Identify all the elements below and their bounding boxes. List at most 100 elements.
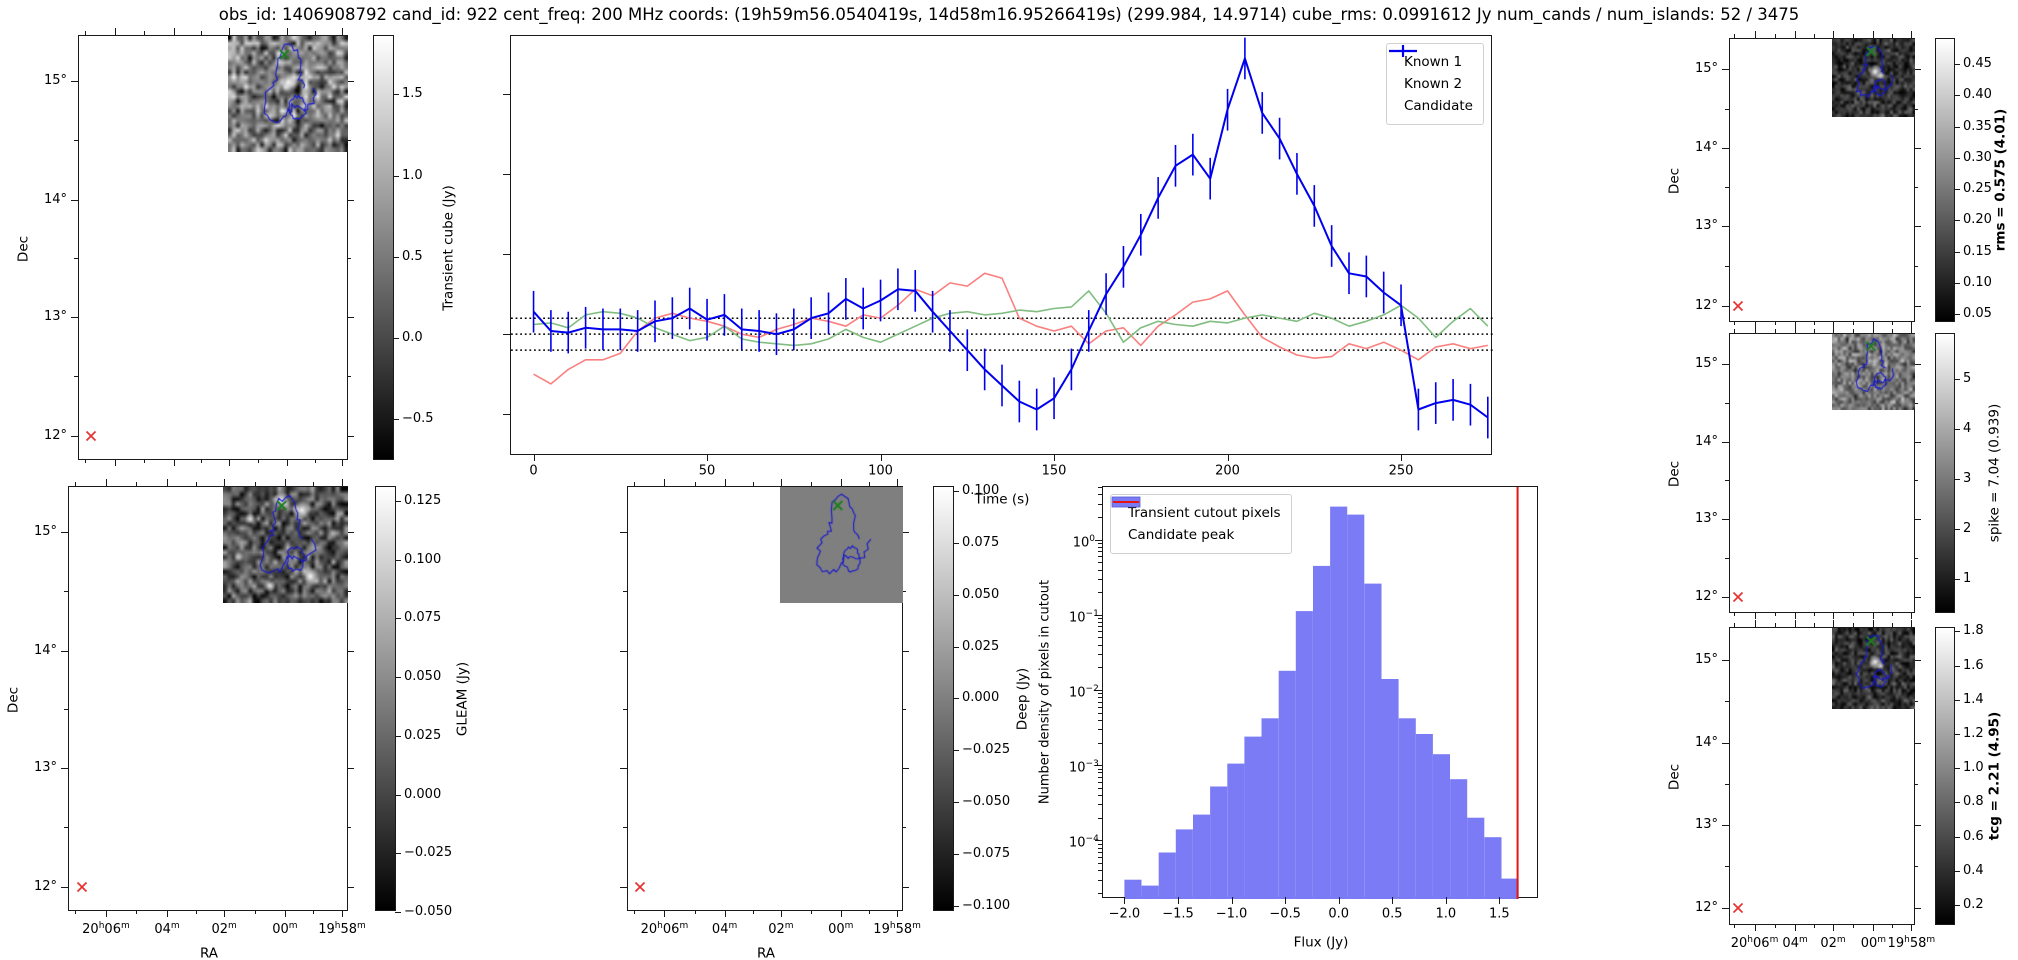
dec-tick-label: 12° <box>1694 297 1718 313</box>
colorbar-tick-label: 0.35 <box>1963 118 1992 134</box>
ra-tick-label: 19h58m <box>873 920 921 938</box>
ra-minor-tick <box>1734 34 1736 38</box>
ra-tick <box>1911 612 1913 619</box>
time-tick <box>707 454 709 461</box>
dec-tick <box>902 767 909 769</box>
dec-tick-label: 14° <box>33 642 57 658</box>
ra-tick <box>1754 326 1756 333</box>
ra-tick <box>897 479 899 486</box>
colorbar-tick <box>393 175 399 177</box>
ra-tick <box>1873 620 1875 627</box>
density-minor-tick <box>1098 701 1102 703</box>
dec-tick-label: 13° <box>1694 510 1718 526</box>
ra-tick <box>114 459 116 466</box>
density-minor-tick <box>1098 516 1102 518</box>
colorbar-tick-label: 0.025 <box>962 638 1000 654</box>
ra-tick <box>780 910 782 917</box>
colorbar-tick <box>1954 220 1960 222</box>
dec-tick <box>71 316 78 318</box>
density-minor-tick <box>1098 693 1102 695</box>
colorbar-tick-label: 0.40 <box>1963 87 1992 103</box>
dec-tick <box>347 532 354 534</box>
colorbar-tick <box>1954 699 1960 701</box>
colorbar-tick-label: 0.075 <box>962 534 1000 550</box>
time-axis-label: Time (s) <box>974 491 1030 508</box>
density-minor-tick <box>1098 487 1102 489</box>
colorbar-tick-label: 0.10 <box>1963 274 1992 290</box>
ra-tick-label: 00m <box>272 920 298 938</box>
dec-tick-label: 15° <box>43 73 67 89</box>
dec-tick-label: 12° <box>33 878 57 894</box>
ra-minor-tick <box>1774 321 1776 325</box>
ra-minor-tick <box>1814 321 1816 325</box>
ra-minor-tick <box>1892 34 1894 38</box>
dec-tick <box>1722 824 1729 826</box>
ra-minor-tick <box>1814 924 1816 928</box>
dec-tick <box>1722 742 1729 744</box>
colorbar-tick <box>953 802 959 804</box>
density-minor-tick <box>1098 667 1102 669</box>
ra-minor-tick <box>257 459 259 463</box>
colorbar-tick-label: 5 <box>1963 371 1972 386</box>
density-minor-tick <box>1098 494 1102 496</box>
dec-tick <box>347 199 354 201</box>
flux-tick <box>503 414 510 416</box>
flux-tick <box>1177 897 1179 904</box>
ra-minor-tick <box>201 31 203 35</box>
ra-tick <box>342 459 344 466</box>
ra-minor-tick <box>1774 612 1776 616</box>
dec-tick <box>1722 69 1729 71</box>
ra-minor-tick <box>136 482 138 486</box>
dec-tick <box>1914 742 1921 744</box>
flux-tick <box>1338 897 1340 904</box>
ra-tick <box>167 910 168 917</box>
density-minor-tick <box>1098 787 1102 789</box>
ra-tick <box>1795 31 1797 38</box>
time-tick-label: 250 <box>1388 463 1414 479</box>
ra-minor-tick <box>1734 321 1736 325</box>
deep-colorbar: 0.100 0.075 0.050 0.025 0.000 −0.025 −0.050 −0.… <box>933 483 1010 913</box>
ra-minor-tick <box>868 910 870 914</box>
dec-minor-tick <box>1725 701 1729 703</box>
dec-minor-tick <box>347 140 351 142</box>
density-minor-tick <box>1098 626 1102 628</box>
density-minor-tick <box>1098 804 1102 806</box>
ra-minor-tick <box>1853 329 1855 333</box>
ra-tick <box>342 910 343 917</box>
dec-minor-tick <box>347 709 351 711</box>
ra-minor-tick <box>810 482 812 486</box>
colorbar-tick <box>1954 314 1960 316</box>
dec-minor-tick <box>1914 266 1918 268</box>
colorbar-tick <box>1954 479 1960 480</box>
dec-tick <box>620 767 627 769</box>
dec-axis-label: Dec <box>1666 167 1683 195</box>
dec-tick <box>61 650 68 652</box>
ra-minor-tick <box>1734 623 1736 627</box>
ra-minor-tick <box>1892 612 1894 616</box>
ra-tick <box>1754 31 1756 38</box>
density-minor-tick <box>1098 654 1102 656</box>
density-minor-tick <box>1098 543 1102 545</box>
colorbar-tick <box>953 646 959 648</box>
dec-minor-tick <box>1725 866 1729 868</box>
colorbar-tick-label: −0.025 <box>404 845 453 861</box>
colorbar-tick-label: 2 <box>1963 521 1972 536</box>
ra-tick <box>1833 326 1835 333</box>
colorbar-tick-label: 1.6 <box>1963 657 1984 673</box>
flux-tick-label: 1.5 <box>1489 906 1510 922</box>
dec-minor-tick <box>1914 108 1918 110</box>
time-tick-label: 50 <box>698 463 716 479</box>
ra-tick <box>167 479 168 486</box>
legend-label: Candidate <box>1403 98 1473 114</box>
flux-tick-label: −2.0 <box>1108 906 1141 922</box>
ra-tick <box>1754 612 1756 619</box>
dec-tick-label: 12° <box>43 427 67 443</box>
dec-tick <box>1914 305 1921 307</box>
spike-colorbar: 5 4 3 2 1 <box>1935 333 1971 613</box>
density-minor-tick <box>1098 631 1102 633</box>
colorbar-tick-label: 0.20 <box>1963 212 1992 228</box>
ra-minor-tick <box>75 910 77 914</box>
dec-tick <box>71 199 78 201</box>
dec-minor-tick <box>902 827 906 828</box>
